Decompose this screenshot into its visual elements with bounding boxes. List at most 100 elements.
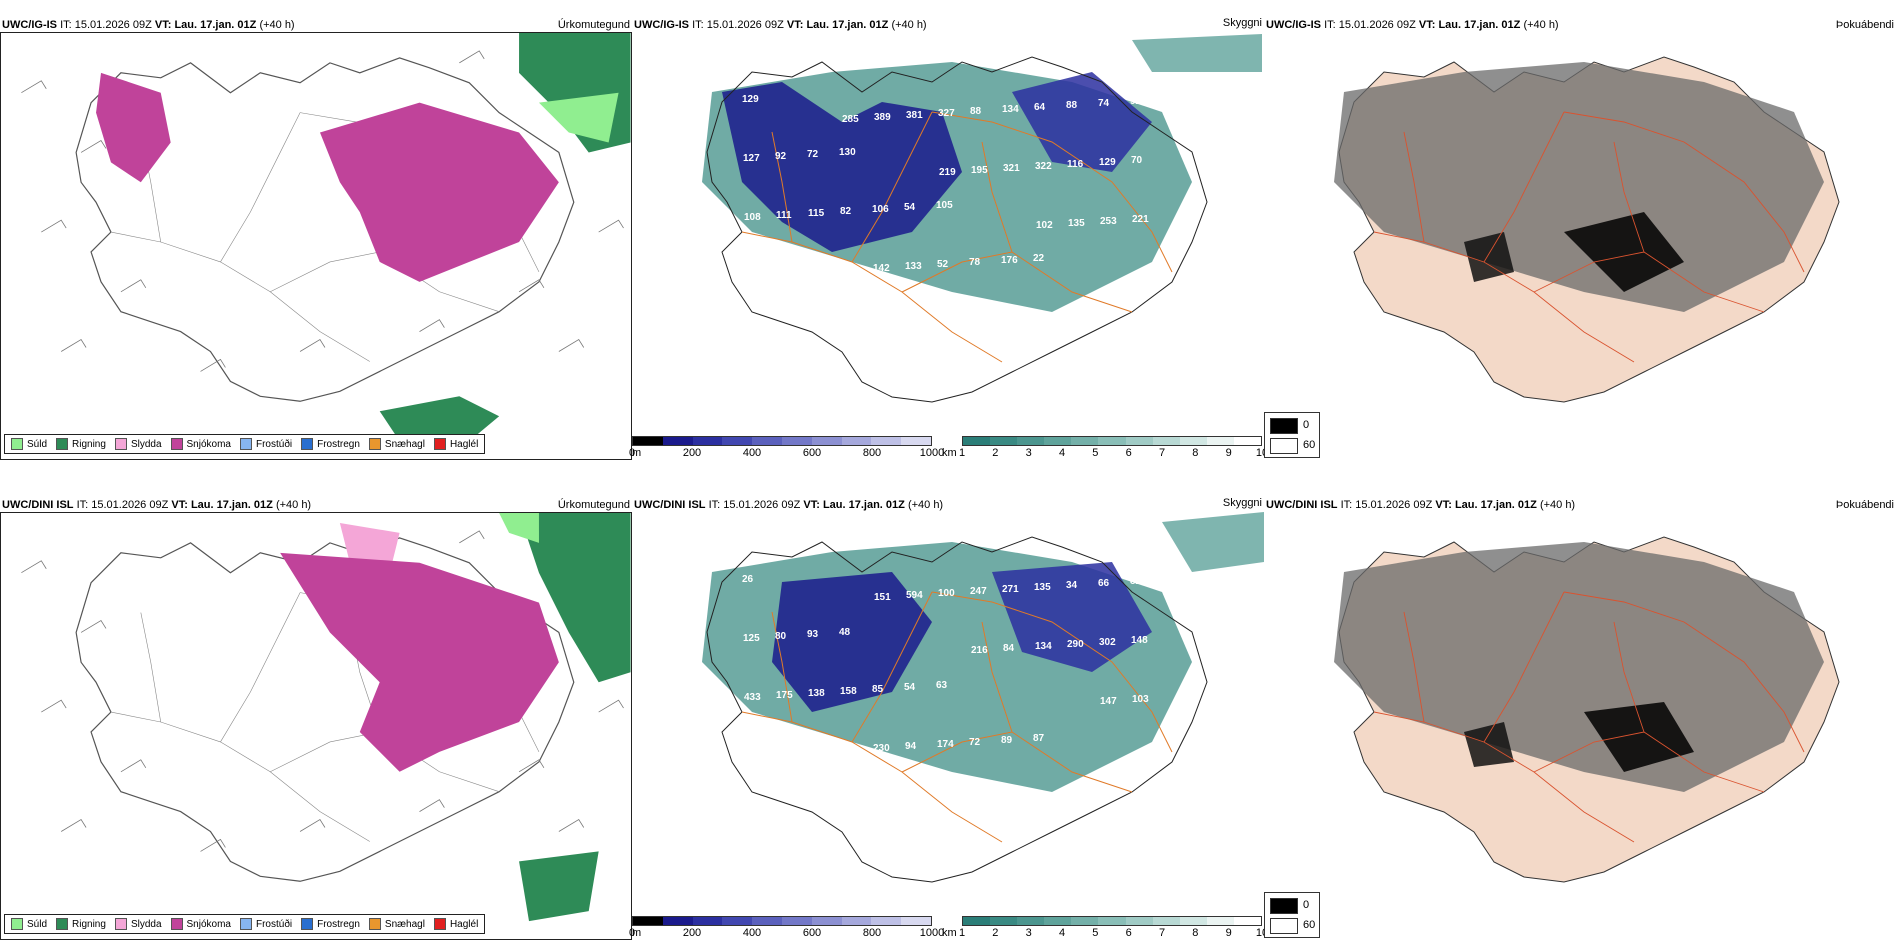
ceiling-label: 285 bbox=[842, 114, 859, 125]
legend-item-freezing-rain: Frostregn bbox=[301, 918, 360, 930]
ceiling-label: 102 bbox=[1036, 220, 1053, 231]
fog-legend: 0 60 bbox=[1264, 412, 1320, 458]
ceiling-colorbar-swatch bbox=[692, 437, 723, 445]
ceiling-label: 34 bbox=[1066, 580, 1078, 591]
ceiling-colorbar-swatch bbox=[781, 917, 812, 925]
visibility-colorbar-swatch bbox=[1125, 917, 1153, 925]
ceiling-label: 133 bbox=[905, 261, 922, 272]
ceiling-label: 327 bbox=[938, 108, 955, 119]
ceiling-label: 135 bbox=[1068, 218, 1085, 229]
visibility-colorbar-tick: 3 bbox=[1025, 927, 1032, 939]
ceiling-colorbar-tick: 200 bbox=[682, 927, 702, 939]
precip-type-panel-bottom: UWC/DINI ISL IT: 15.01.2026 09Z VT: Lau.… bbox=[0, 480, 632, 940]
ceiling-colorbar-tick: 800 bbox=[862, 447, 882, 459]
legend-item-snow: Snjókoma bbox=[170, 918, 231, 930]
precip-map bbox=[0, 32, 632, 460]
legend-item-freezing-rain: Frostregn bbox=[301, 438, 360, 450]
visibility-colorbar-tick: 9 bbox=[1225, 447, 1232, 459]
visibility-colorbar-swatch bbox=[963, 437, 991, 445]
cloud-ceiling-map: 2648638782935489668085723412515817413514… bbox=[632, 512, 1264, 940]
ceiling-label: 381 bbox=[906, 110, 923, 121]
legend-item-snow-pellets: Snæhagl bbox=[368, 438, 425, 450]
ceiling-label: 64 bbox=[1034, 102, 1046, 113]
legend-item-drizzle: Súld bbox=[11, 438, 47, 450]
ceiling-label: 88 bbox=[970, 106, 982, 117]
visibility-colorbar-swatch bbox=[1206, 437, 1234, 445]
visibility-colorbar-swatch bbox=[1017, 917, 1045, 925]
panel-title: UWC/DINI ISL IT: 15.01.2026 09Z VT: Lau.… bbox=[1266, 499, 1576, 511]
ceiling-label: 219 bbox=[939, 167, 956, 178]
ceiling-label: 54 bbox=[904, 202, 916, 213]
ceiling-label: 158 bbox=[840, 686, 857, 697]
rain-area bbox=[379, 396, 500, 442]
ceiling-label: 271 bbox=[1002, 584, 1019, 595]
ceiling-label: 72 bbox=[807, 149, 819, 160]
ceiling-labels: 26 48 63 87 82 93 54 89 66 80 85 72 34 125 158 174 135 14… bbox=[742, 574, 1149, 760]
drizzle-area bbox=[538, 92, 619, 143]
ceiling-colorbar-tick: 400 bbox=[742, 927, 762, 939]
ceiling-label: 22 bbox=[1033, 253, 1045, 264]
ceiling-colorbar-tick: 600 bbox=[802, 447, 822, 459]
ceiling-colorbar-swatch bbox=[901, 917, 931, 925]
ceiling-label: 70 bbox=[1131, 155, 1143, 166]
panel-title: UWC/IG-IS IT: 15.01.2026 09Z VT: Lau. 17… bbox=[2, 19, 295, 31]
ceiling-label: 85 bbox=[872, 684, 884, 695]
visibility-colorbar-tick: 9 bbox=[1225, 927, 1232, 939]
ceiling-label: 129 bbox=[742, 94, 759, 105]
visibility-colorbar-swatch bbox=[1044, 437, 1072, 445]
visibility-colorbar-tick: 2 bbox=[992, 927, 999, 939]
ceiling-label: 26 bbox=[742, 574, 754, 585]
ceiling-colorbar-swatch bbox=[871, 437, 902, 445]
visibility-colorbar-swatch bbox=[1233, 917, 1262, 925]
ceiling-label: 321 bbox=[1003, 163, 1020, 174]
ceiling-label: 88 bbox=[1066, 100, 1078, 111]
visibility-colorbar-tick: 5 bbox=[1092, 447, 1099, 459]
ceiling-colorbar-swatch bbox=[752, 917, 782, 925]
visibility-colorbar-tick: 6 bbox=[1125, 927, 1132, 939]
ceiling-label: 115 bbox=[808, 208, 825, 219]
ceiling-label: 89 bbox=[1001, 735, 1013, 746]
visibility-colorbar-swatch bbox=[1071, 917, 1099, 925]
legend-item-sleet: Slydda bbox=[114, 918, 162, 930]
ceiling-label: 134 bbox=[1035, 641, 1052, 652]
ceiling-label: 129 bbox=[1099, 157, 1116, 168]
legend-item-sleet: Slydda bbox=[114, 438, 162, 450]
ceiling-label: 148 bbox=[1131, 635, 1148, 646]
ceiling-label: 84 bbox=[1003, 643, 1015, 654]
ceiling-label: 125 bbox=[743, 633, 760, 644]
ceiling-unit: m bbox=[632, 447, 642, 459]
ceiling-colorbar-swatch bbox=[722, 917, 753, 925]
ceiling-label: 134 bbox=[1002, 104, 1019, 115]
ceiling-label: 195 bbox=[971, 165, 988, 176]
ceiling-label: 175 bbox=[776, 690, 793, 701]
legend-item-snow-pellets: Snæhagl bbox=[368, 918, 425, 930]
precip-legend: Súld Rigning Slydda Snjókoma Frostúði Fr… bbox=[4, 434, 486, 454]
ceiling-label: 54 bbox=[904, 682, 916, 693]
ceiling-label: 287 bbox=[809, 747, 826, 758]
visibility-colorbar-tick: 5 bbox=[1092, 927, 1099, 939]
snow-area bbox=[96, 72, 171, 183]
visibility-colorbar-tick: 7 bbox=[1158, 447, 1166, 459]
panel-type-label: Þokuábendi bbox=[1835, 499, 1894, 511]
visibility-colorbar-swatch bbox=[1206, 917, 1234, 925]
ceiling-labels: 129 130 105 22 92 72 54 176 74 92 106 78 88 127 82 52 64… bbox=[742, 94, 1149, 284]
visibility-colorbar-swatch bbox=[963, 917, 991, 925]
ceiling-colorbar-tick: 0 bbox=[628, 927, 636, 939]
ceiling-colorbar-tick: 200 bbox=[682, 447, 702, 459]
visibility-colorbar-tick: 1 bbox=[958, 927, 966, 939]
rain-area bbox=[519, 513, 631, 683]
visibility-colorbar-swatch bbox=[1098, 917, 1126, 925]
ceiling-colorbar-swatch bbox=[901, 437, 931, 445]
ceiling-colorbar-swatch bbox=[752, 437, 782, 445]
legend-item-hail: Haglél bbox=[433, 918, 478, 930]
ceiling-label: 142 bbox=[873, 263, 890, 274]
visibility-unit: km bbox=[942, 447, 957, 459]
ceiling-label: 130 bbox=[839, 147, 856, 158]
wind-barbs bbox=[21, 530, 624, 852]
ceiling-label: 302 bbox=[1099, 637, 1116, 648]
panel-title: UWC/IG-IS IT: 15.01.2026 09Z VT: Lau. 17… bbox=[1266, 19, 1559, 31]
visibility-colorbar-swatch bbox=[990, 437, 1018, 445]
ceiling-label: 433 bbox=[744, 692, 761, 703]
ceiling-label: 134 bbox=[745, 271, 762, 282]
ceiling-label: 78 bbox=[969, 257, 981, 268]
